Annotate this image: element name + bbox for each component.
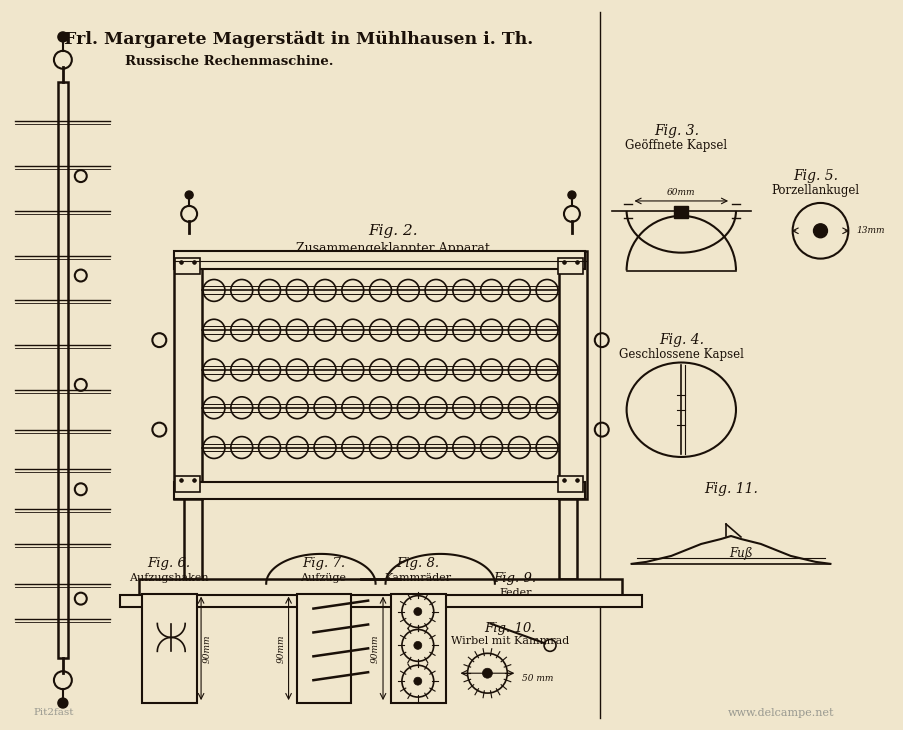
Text: 60mm: 60mm: [666, 188, 694, 198]
Text: www.delcampe.net: www.delcampe.net: [727, 708, 833, 718]
Circle shape: [58, 32, 68, 42]
Bar: [184, 499, 202, 579]
Text: Aufzugshaken: Aufzugshaken: [129, 573, 209, 583]
Text: 90mm: 90mm: [276, 634, 285, 663]
Text: 13mm: 13mm: [855, 226, 884, 235]
Text: Frl. Margarete Magerstädt in Mühlhausen i. Th.: Frl. Margarete Magerstädt in Mühlhausen …: [64, 31, 533, 48]
Circle shape: [414, 642, 422, 650]
Text: Fig. 5.: Fig. 5.: [792, 169, 837, 183]
Text: Geöffnete Kapsel: Geöffnete Kapsel: [625, 139, 727, 152]
Text: Fig. 10.: Fig. 10.: [484, 622, 535, 635]
Text: 50 mm: 50 mm: [522, 674, 553, 683]
Bar: [174, 250, 202, 499]
Circle shape: [185, 191, 193, 199]
Bar: [558, 250, 586, 499]
Text: Fig. 8.: Fig. 8.: [396, 557, 439, 570]
Bar: [175, 477, 200, 492]
Bar: [390, 593, 445, 703]
Bar: [557, 477, 582, 492]
Text: 90mm: 90mm: [370, 634, 379, 663]
Bar: [139, 579, 621, 595]
Circle shape: [414, 607, 422, 615]
Circle shape: [58, 698, 68, 708]
Text: Fig. 2.: Fig. 2.: [368, 224, 417, 238]
Text: Fig. 9.: Fig. 9.: [493, 572, 536, 585]
Circle shape: [567, 191, 575, 199]
Bar: [296, 593, 351, 703]
Text: Aufzüge: Aufzüge: [300, 573, 346, 583]
Bar: [174, 250, 584, 269]
Bar: [174, 483, 584, 499]
Text: Geschlossene Kapsel: Geschlossene Kapsel: [619, 347, 743, 361]
Text: Wirbel mit Kammrad: Wirbel mit Kammrad: [451, 637, 569, 646]
Text: Zusammengeklappter Apparat: Zusammengeklappter Apparat: [295, 242, 489, 255]
Text: Fuß: Fuß: [729, 548, 752, 561]
Text: Fig. 6.: Fig. 6.: [147, 557, 191, 570]
Circle shape: [414, 677, 422, 685]
Circle shape: [813, 224, 826, 238]
Circle shape: [482, 668, 492, 678]
Bar: [119, 595, 641, 607]
Bar: [558, 499, 576, 579]
Text: Porzellankugel: Porzellankugel: [770, 183, 859, 196]
Bar: [175, 258, 200, 274]
Bar: [557, 258, 582, 274]
Text: Russische Rechenmaschine.: Russische Rechenmaschine.: [125, 55, 333, 69]
Text: Fig. 3.: Fig. 3.: [653, 124, 698, 139]
Text: Fig. 7.: Fig. 7.: [302, 557, 345, 570]
Text: Pit2fast: Pit2fast: [33, 709, 73, 718]
Bar: [674, 206, 687, 218]
Bar: [58, 82, 68, 658]
Text: Feder: Feder: [498, 588, 531, 598]
Text: Fig. 11.: Fig. 11.: [703, 483, 757, 496]
Text: Kammräder: Kammräder: [384, 573, 451, 583]
Text: Fig. 4.: Fig. 4.: [658, 333, 703, 347]
Bar: [143, 593, 197, 703]
Text: 90mm: 90mm: [203, 634, 212, 663]
